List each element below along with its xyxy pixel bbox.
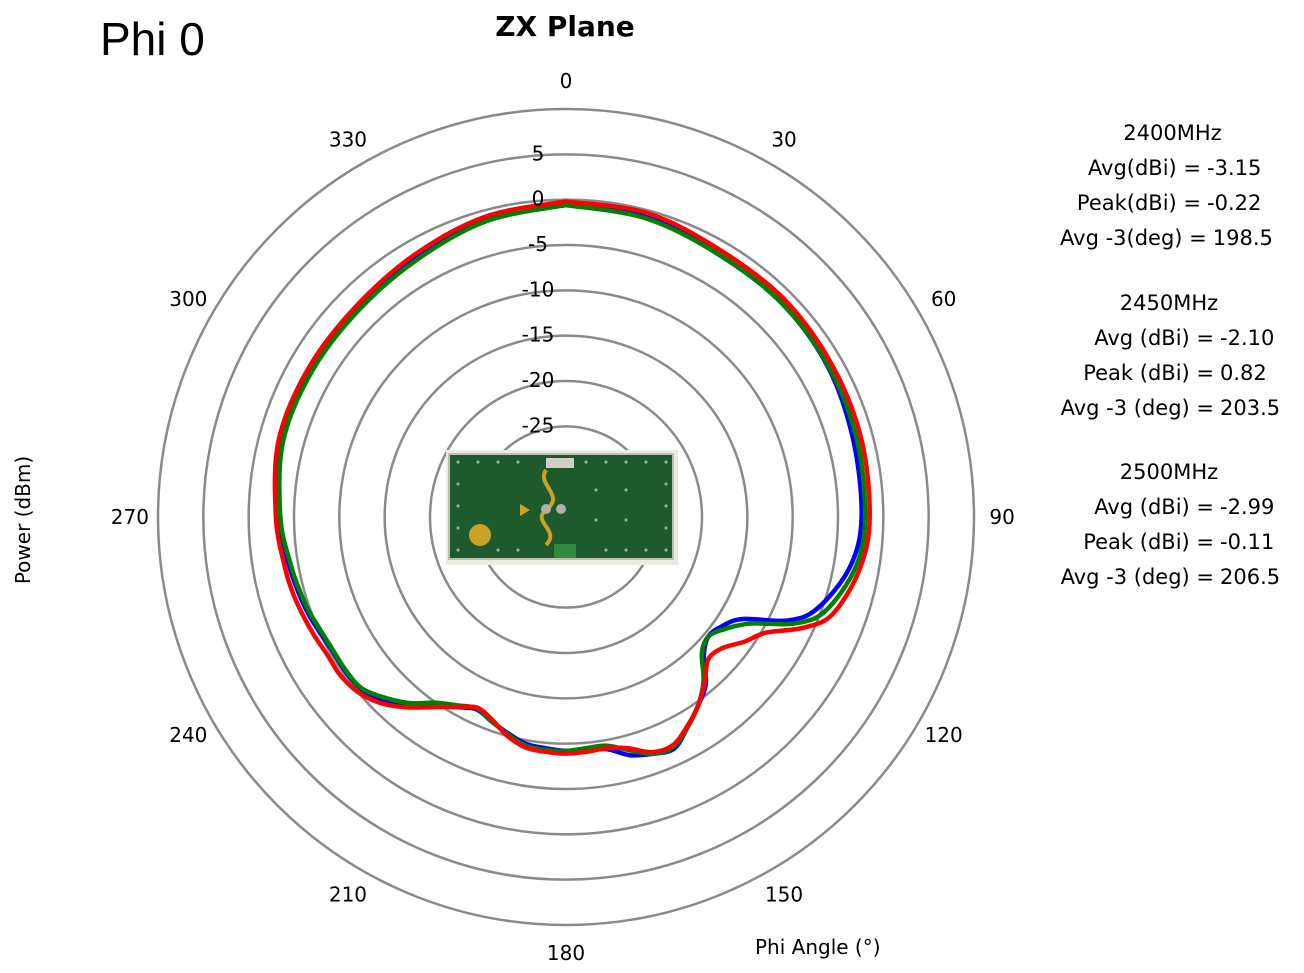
stat-value: -3.15: [1207, 156, 1262, 180]
stat-value: 203.5: [1220, 396, 1281, 420]
stat-value: 206.5: [1220, 565, 1281, 589]
stats-2450: 2450MHz Avg (dBi) = -2.10 Peak (dBi) = 0.8…: [1040, 286, 1298, 426]
grid-ring: [383, 334, 749, 700]
stat-label: Peak (dBi) =: [1083, 361, 1214, 385]
grid-ring: [156, 107, 976, 927]
angle-tick-label: 90: [989, 505, 1014, 529]
stats-row-avg: Avg (dBi) = -2.99: [1040, 490, 1298, 525]
stat-label: Avg -3 (deg) =: [1060, 396, 1214, 420]
radial-tick-label: -25: [522, 413, 555, 437]
grid-ring: [292, 243, 840, 791]
radial-tick-label: -10: [522, 277, 555, 301]
phi-label: Phi 0: [100, 13, 205, 65]
angle-tick-label: 150: [765, 883, 803, 907]
angle-tick-label: 240: [169, 723, 207, 747]
stats-row-peak: Peak(dBi) = -0.22: [1060, 186, 1285, 221]
angle-tick-labels: 0 30 60 90 120 150 180 210 240 270 300 330: [111, 69, 1015, 965]
stat-value: 0.82: [1220, 361, 1267, 385]
radial-tick-label: 5: [532, 141, 545, 165]
series-line-2500MHz: [272, 199, 872, 756]
grid-ring: [202, 153, 930, 881]
chart-title: ZX Plane: [495, 10, 635, 43]
angle-tick-label: 300: [169, 287, 207, 311]
grid-ring: [338, 289, 794, 745]
stats-row-avg3: Avg -3(deg) = 198.5: [1060, 221, 1285, 256]
angle-tick-label: 210: [329, 883, 367, 907]
stat-label: Avg (dBi) =: [1094, 326, 1214, 350]
radial-tick-label: -20: [522, 368, 555, 392]
stat-label: Avg (dBi) =: [1094, 495, 1214, 519]
angle-tick-label: 180: [547, 941, 585, 965]
stat-label: Peak (dBi) =: [1083, 530, 1214, 554]
stats-row-avg: Avg(dBi) = -3.15: [1060, 151, 1285, 186]
series-layer: [272, 199, 872, 758]
grid-ring: [428, 379, 704, 655]
stat-label: Peak(dBi) =: [1076, 191, 1201, 215]
stats-row-avg3: Avg -3 (deg) = 206.5: [1040, 560, 1298, 595]
stats-frequency: 2450MHz: [1119, 291, 1219, 315]
x-axis-label: Phi Angle (°): [755, 935, 881, 959]
stat-value: -2.99: [1220, 495, 1275, 519]
stats-row-avg3: Avg -3 (deg) = 203.5: [1040, 391, 1298, 426]
radial-tick-labels: 5 0 -5 -10 -15 -20 -25: [522, 141, 555, 437]
pcb-board-photo: [446, 450, 678, 565]
stat-value: -0.22: [1207, 191, 1262, 215]
stat-label: Avg(dBi) =: [1087, 156, 1201, 180]
angle-tick-label: 120: [925, 723, 963, 747]
stats-row-avg: Avg (dBi) = -2.10: [1040, 321, 1298, 356]
stat-value: -2.10: [1220, 326, 1275, 350]
grid-rings: [156, 107, 976, 927]
angle-tick-label: 270: [111, 505, 149, 529]
stats-frequency: 2400MHz: [1123, 121, 1222, 145]
radial-tick-label: 0: [532, 187, 545, 211]
radial-tick-label: -5: [528, 232, 548, 256]
stat-value: -0.11: [1220, 530, 1275, 554]
stats-frequency: 2500MHz: [1119, 460, 1219, 484]
stats-2500: 2500MHz Avg (dBi) = -2.99 Peak (dBi) = -0.…: [1040, 455, 1298, 595]
stat-label: Avg -3(deg) =: [1060, 226, 1207, 250]
stat-value: 198.5: [1212, 226, 1273, 250]
radial-tick-label: -15: [522, 323, 555, 347]
y-axis-label: Power (dBm): [11, 455, 35, 585]
stats-2400: 2400MHz Avg(dBi) = -3.15 Peak(dBi) = -0.22…: [1060, 116, 1285, 256]
angle-tick-label: 330: [329, 127, 367, 151]
angle-tick-label: 0: [560, 69, 573, 93]
angle-tick-label: 60: [931, 287, 956, 311]
angle-tick-label: 30: [771, 127, 796, 151]
stats-row-peak: Peak (dBi) = -0.11: [1040, 525, 1298, 560]
stats-row-peak: Peak (dBi) = 0.82: [1040, 356, 1298, 391]
stat-label: Avg -3 (deg) =: [1060, 565, 1214, 589]
